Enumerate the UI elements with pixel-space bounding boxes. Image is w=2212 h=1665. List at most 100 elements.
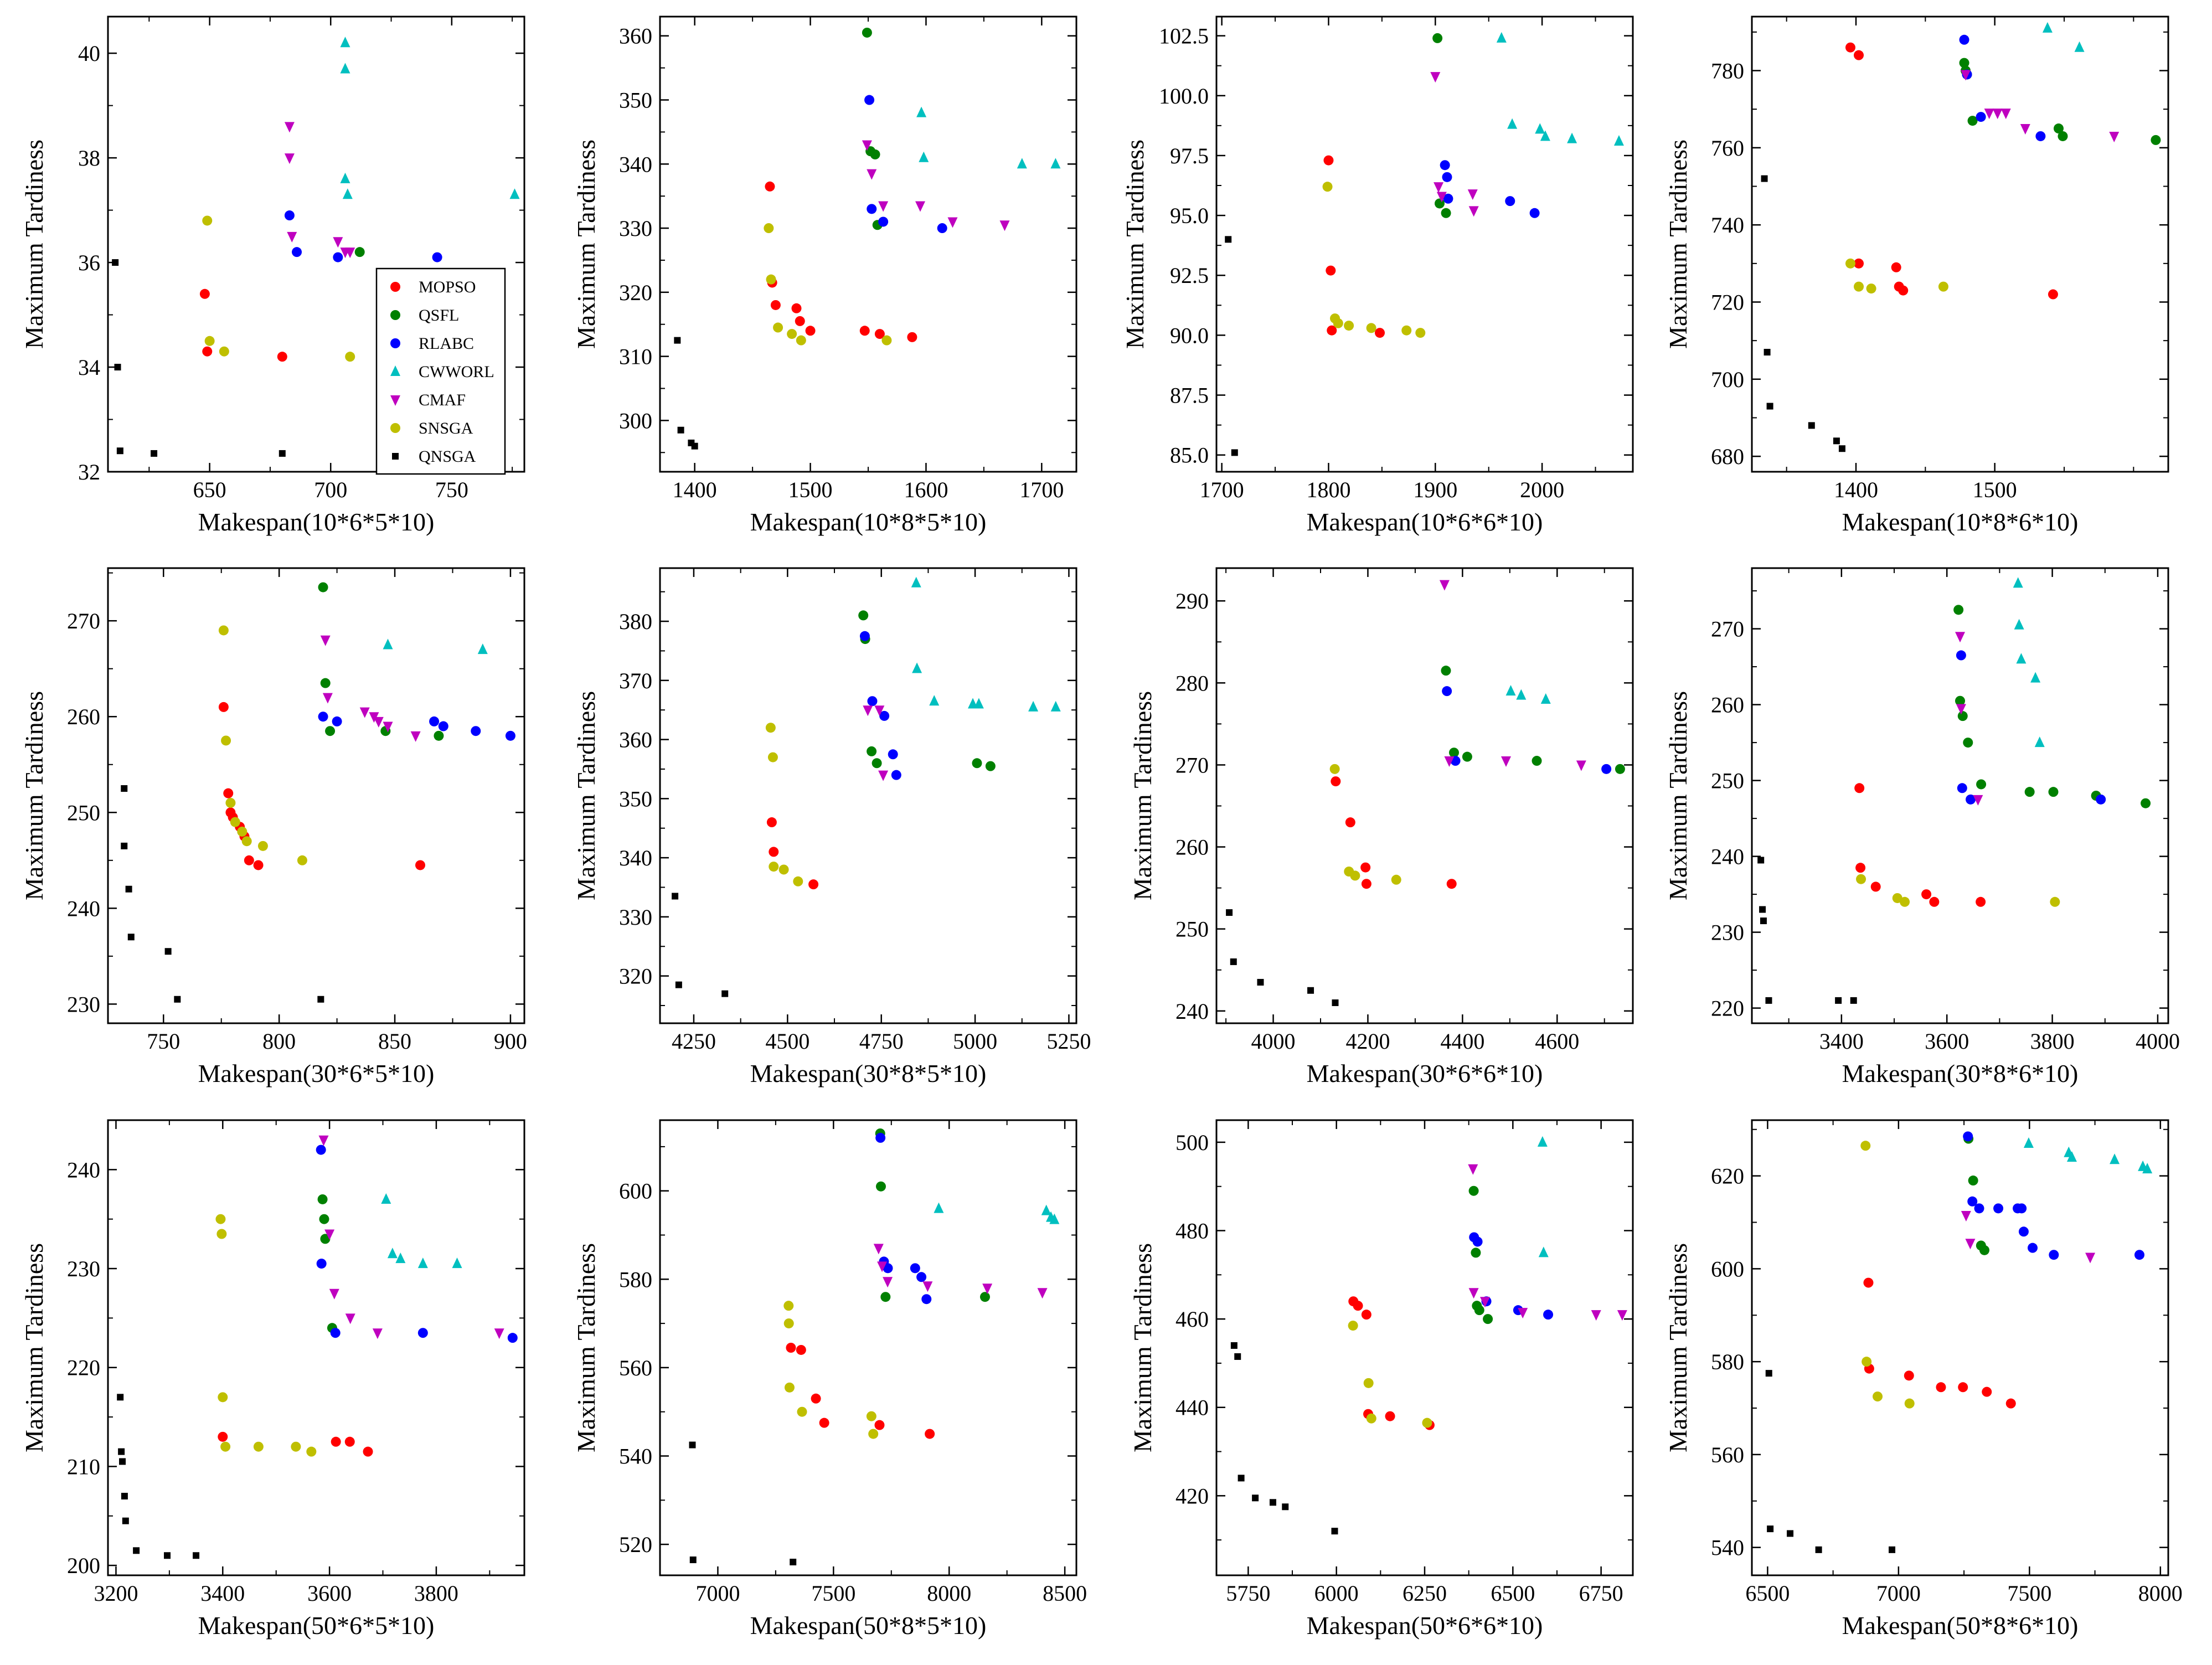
data-point — [1331, 776, 1341, 787]
data-point — [417, 1328, 428, 1338]
data-point — [1963, 738, 1973, 748]
series-mopso — [766, 817, 819, 890]
data-point — [316, 1259, 327, 1269]
data-point — [1529, 208, 1540, 218]
data-point — [509, 188, 520, 199]
data-point — [2023, 1137, 2034, 1148]
data-point — [1967, 116, 1978, 126]
data-point — [1507, 118, 1518, 129]
data-point — [322, 693, 333, 704]
y-tick-label: 260 — [67, 704, 100, 729]
data-point — [1385, 1411, 1395, 1421]
data-point — [881, 335, 892, 346]
x-tick-label: 6500 — [1491, 1581, 1535, 1606]
data-point — [121, 1493, 128, 1500]
series-cwworl — [2013, 577, 2045, 748]
data-point — [2005, 1398, 2016, 1409]
series-cmaf — [862, 140, 1010, 231]
data-point — [333, 252, 343, 262]
data-point — [979, 1292, 990, 1302]
y-tick-label: 230 — [1711, 920, 1744, 945]
data-point — [2048, 289, 2058, 300]
data-point — [1955, 695, 1965, 706]
data-point — [982, 1283, 993, 1295]
data-point — [434, 730, 444, 741]
data-point — [796, 335, 806, 346]
y-axis-label: Maximum Tardiness — [1664, 691, 1692, 900]
y-axis-label: Maximum Tardiness — [1664, 140, 1692, 349]
data-point — [1845, 258, 1855, 269]
data-point — [218, 1392, 228, 1403]
data-point — [2109, 131, 2120, 142]
plot-frame — [1751, 567, 2169, 1024]
series-snsga — [1329, 764, 1401, 885]
series-rlabc — [875, 1132, 932, 1305]
data-point — [1835, 997, 1842, 1004]
series-mopso — [199, 288, 287, 362]
data-point — [230, 817, 240, 827]
x-tick-label: 6000 — [1314, 1581, 1359, 1606]
data-point — [410, 731, 421, 742]
data-point — [1226, 909, 1233, 916]
data-point — [121, 842, 128, 849]
y-tick-label: 330 — [619, 905, 652, 930]
data-point — [1856, 874, 1866, 884]
x-tick-label: 900 — [494, 1029, 527, 1054]
series-snsga — [215, 1214, 317, 1457]
y-tick-label: 32 — [78, 460, 100, 484]
y-tick-label: 370 — [619, 668, 652, 693]
data-point — [1992, 109, 2003, 120]
y-tick-label: 100.0 — [1159, 84, 1209, 109]
data-point — [795, 316, 805, 326]
y-axis-label: Maximum Tardiness — [572, 140, 600, 349]
y-tick-label: 440 — [1175, 1395, 1209, 1420]
series-mopso — [218, 1431, 373, 1457]
series-snsga — [1322, 182, 1426, 338]
data-point — [873, 1244, 884, 1255]
data-point — [1870, 882, 1881, 892]
x-axis-label: Makespan(10*8*6*10) — [1842, 508, 2079, 536]
x-tick-label: 4600 — [1535, 1029, 1579, 1054]
y-tick-label: 350 — [619, 88, 652, 113]
data-point — [797, 1406, 807, 1417]
legend-label: QNSGA — [419, 447, 476, 466]
data-point — [2016, 653, 2027, 664]
data-point — [2024, 787, 2035, 797]
scatter-panel-4: 1400 1500 680 700 720 740 760 780 Makespan(10*8*… — [1664, 16, 2169, 536]
scatter-panel-5: 750 800 850 900 230 240 250 260 270 Makespan(30*6… — [20, 567, 527, 1087]
series-cwworl — [381, 1193, 462, 1269]
data-point — [1968, 1176, 1978, 1186]
y-tick-label: 300 — [619, 408, 652, 433]
data-point — [877, 1261, 888, 1272]
data-point — [916, 106, 927, 117]
data-point — [1468, 1288, 1479, 1299]
data-point — [875, 1132, 886, 1143]
data-point — [796, 1344, 806, 1355]
data-point — [199, 288, 210, 299]
y-tick-label: 210 — [67, 1454, 100, 1479]
y-tick-label: 540 — [1711, 1535, 1744, 1560]
y-tick-label: 230 — [67, 1256, 100, 1281]
data-point — [1854, 50, 1864, 60]
y-tick-label: 250 — [1711, 769, 1744, 793]
data-point — [1601, 764, 1612, 774]
data-point — [2014, 618, 2024, 630]
data-point — [2020, 124, 2030, 135]
data-point — [1543, 1310, 1554, 1320]
y-tick-label: 40 — [78, 41, 100, 66]
data-point — [1037, 1288, 1048, 1299]
x-tick-label: 7000 — [695, 1581, 740, 1606]
data-point — [878, 770, 889, 781]
x-tick-label: 7500 — [811, 1581, 855, 1606]
y-tick-label: 600 — [1711, 1256, 1744, 1281]
data-point — [438, 721, 448, 731]
data-point — [1462, 751, 1472, 762]
data-point — [218, 625, 229, 636]
data-point — [220, 1441, 231, 1452]
scatter-panel-12: 6500 7000 7500 8000 540 560 580 600 620 Makespan(… — [1664, 1119, 2183, 1640]
data-point — [164, 948, 172, 955]
x-tick-label: 4000 — [1251, 1029, 1296, 1054]
y-axis-label: Maximum Tardiness — [572, 1243, 600, 1452]
data-point — [125, 885, 132, 893]
data-point — [225, 797, 236, 808]
